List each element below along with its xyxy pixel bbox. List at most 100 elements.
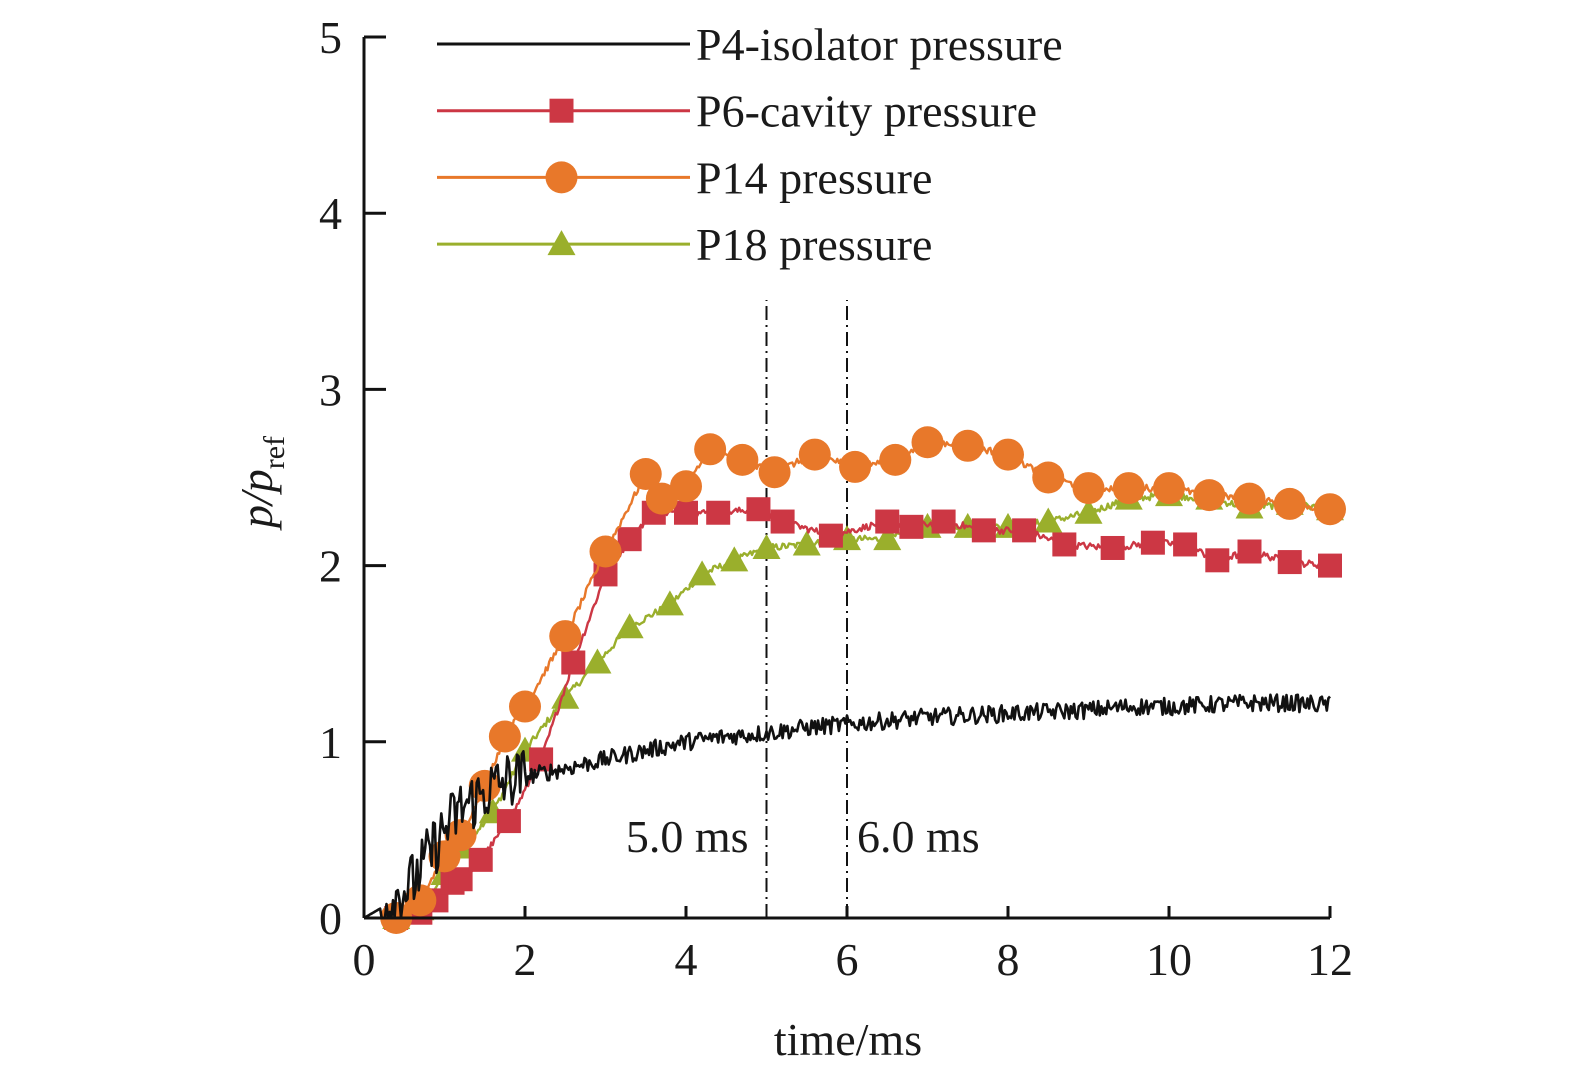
y-tick-label: 4 <box>319 188 342 239</box>
legend: P4-isolator pressure P6-cavity pressure P1… <box>437 19 1063 270</box>
data-point <box>645 482 678 515</box>
data-point <box>1233 482 1266 515</box>
data-point <box>1314 493 1346 526</box>
reference-line-label: 5.0 ms <box>626 811 749 862</box>
data-point <box>818 523 843 548</box>
data-point <box>617 527 642 552</box>
svg-text:p/pref: p/pref <box>231 436 291 531</box>
x-tick-label: 0 <box>353 934 376 985</box>
legend-item: P4-isolator pressure <box>437 19 1063 70</box>
x-tick-label: 8 <box>997 934 1020 985</box>
data-point <box>688 560 717 586</box>
data-point <box>583 648 612 674</box>
data-point <box>547 230 576 256</box>
data-point <box>931 509 956 534</box>
x-tick-label: 2 <box>514 934 537 985</box>
data-point <box>1205 548 1230 573</box>
data-point <box>875 509 900 534</box>
data-point <box>674 500 698 525</box>
series-group <box>363 693 1331 920</box>
y-axis-label: p/pref <box>231 436 291 531</box>
data-point <box>561 650 586 675</box>
data-point <box>746 497 771 522</box>
y-tick-label: 1 <box>319 717 342 768</box>
data-point <box>1173 532 1198 557</box>
data-point <box>1273 487 1306 520</box>
data-point <box>655 590 684 616</box>
data-point <box>873 525 902 551</box>
data-point <box>1193 479 1226 512</box>
data-point <box>670 470 702 503</box>
data-point <box>911 426 944 459</box>
y-tick-label: 2 <box>319 541 342 592</box>
data-point <box>549 98 574 123</box>
reference-lines-layer: 5.0 ms 6.0 ms <box>626 300 980 918</box>
data-point <box>971 518 996 543</box>
data-point <box>615 613 644 639</box>
data-point <box>1153 472 1185 505</box>
data-point <box>839 450 872 483</box>
data-point <box>899 514 924 539</box>
x-tick-label: 6 <box>836 934 859 985</box>
data-point <box>404 884 437 917</box>
x-axis-label: time/ms <box>774 1014 922 1065</box>
data-point <box>1032 461 1065 494</box>
data-point <box>509 690 541 723</box>
data-point <box>1112 472 1145 505</box>
x-tick-label: 12 <box>1307 934 1353 985</box>
y-axis-label-main: p/p <box>231 469 282 531</box>
data-point <box>589 535 622 568</box>
reference-line-label: 6.0 ms <box>857 811 980 862</box>
data-point <box>551 683 580 709</box>
data-point <box>468 847 493 872</box>
data-point <box>1072 472 1105 505</box>
data-point <box>1277 550 1302 575</box>
data-point <box>1074 498 1103 524</box>
series-group <box>364 426 1346 934</box>
data-point <box>545 161 578 194</box>
data-point <box>758 456 791 489</box>
data-point <box>879 443 912 476</box>
data-point <box>1100 535 1125 560</box>
data-point <box>549 620 582 653</box>
data-point <box>496 809 521 834</box>
data-point <box>992 438 1024 471</box>
data-point <box>951 429 984 462</box>
x-tick-label: 10 <box>1146 934 1192 985</box>
legend-item: P14 pressure <box>437 152 932 203</box>
data-point <box>488 720 521 753</box>
legend-label: P4-isolator pressure <box>696 19 1063 70</box>
data-point <box>629 457 662 490</box>
data-point <box>770 509 795 534</box>
data-point <box>1012 518 1037 543</box>
x-tick-label: 4 <box>675 934 698 985</box>
legend-label: P18 pressure <box>696 219 932 270</box>
series-layer <box>363 426 1346 934</box>
legend-item: P18 pressure <box>437 219 932 270</box>
y-axis-label-subscript: ref <box>258 436 291 469</box>
data-point <box>1140 530 1165 555</box>
data-point <box>1052 532 1077 557</box>
data-point <box>706 500 731 525</box>
data-point <box>720 546 749 572</box>
series-line <box>364 504 1331 920</box>
data-point <box>444 819 477 852</box>
data-point <box>726 443 759 476</box>
data-point <box>694 433 727 466</box>
data-point <box>448 867 473 892</box>
legend-item: P6-cavity pressure <box>437 86 1037 137</box>
data-point <box>752 533 781 559</box>
data-point <box>1034 507 1063 533</box>
data-point <box>792 530 821 556</box>
data-point <box>1318 553 1342 578</box>
y-tick-label: 0 <box>319 893 342 944</box>
y-tick-label: 5 <box>319 12 342 63</box>
data-point <box>1237 539 1262 564</box>
legend-label: P14 pressure <box>696 152 932 203</box>
y-tick-label: 3 <box>319 364 342 415</box>
series-line <box>363 693 1331 920</box>
legend-label: P6-cavity pressure <box>696 86 1037 137</box>
data-point <box>798 438 831 471</box>
